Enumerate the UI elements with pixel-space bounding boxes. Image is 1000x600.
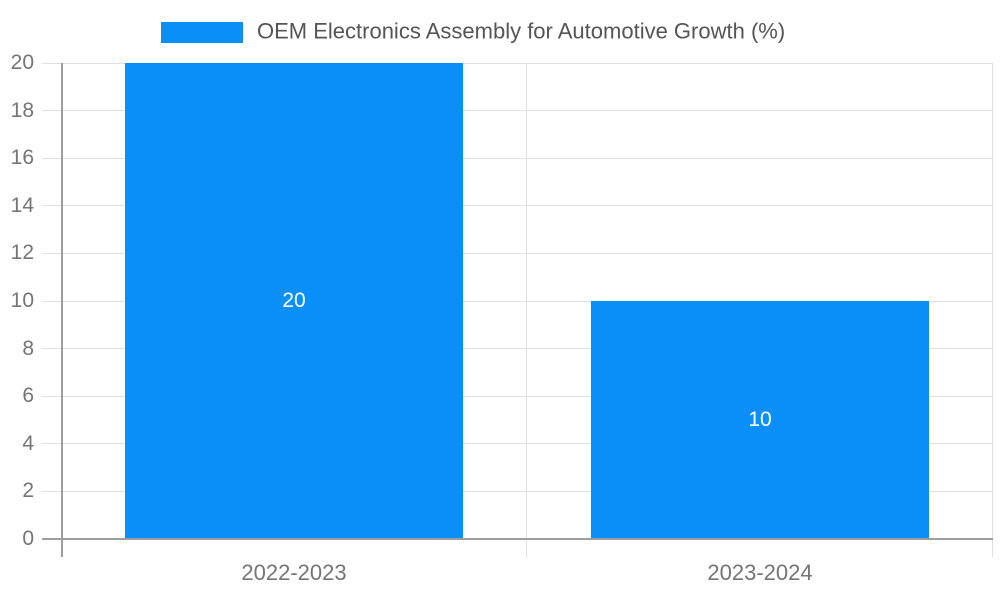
legend-swatch (161, 22, 243, 43)
bar-2022-2023[interactable] (125, 63, 463, 539)
gridline (42, 490, 993, 492)
y-axis-tick-label: 0 (22, 527, 34, 550)
gridline (42, 110, 993, 112)
y-axis-tick-label: 14 (10, 193, 34, 217)
bar-2023-2024[interactable] (591, 301, 929, 539)
gridline (42, 252, 993, 254)
category-boundary-line (526, 63, 527, 557)
bar-value-label: 20 (282, 289, 306, 312)
y-axis-tick-label: 16 (10, 146, 34, 170)
bar-value-label: 10 (748, 408, 772, 431)
y-axis-tick-label: 20 (10, 51, 34, 74)
y-axis-tick-label: 2 (22, 479, 34, 503)
x-axis-category-label: 2022-2023 (241, 560, 347, 585)
gridline (42, 395, 993, 397)
legend-label: OEM Electronics Assembly for Automotive … (257, 18, 786, 44)
gridline (42, 205, 993, 207)
x-axis-category-label: 2023-2024 (707, 560, 813, 585)
y-axis-tick-label: 6 (22, 384, 34, 408)
plot-area: 20 10 (42, 62, 993, 557)
x-axis-baseline (42, 538, 993, 540)
gridline (42, 62, 993, 64)
category-boundary-line (992, 63, 993, 557)
y-axis-tick-label: 8 (22, 336, 34, 360)
gridline (42, 157, 993, 159)
y-axis-tick-label: 4 (22, 431, 34, 455)
gridline (42, 300, 993, 302)
y-axis-tick-label: 12 (10, 241, 34, 265)
gridline (42, 348, 993, 350)
gridline (42, 443, 993, 445)
y-axis-tick-label: 18 (10, 98, 34, 122)
y-axis-line (61, 63, 63, 557)
y-axis-tick-label: 10 (10, 289, 34, 312)
